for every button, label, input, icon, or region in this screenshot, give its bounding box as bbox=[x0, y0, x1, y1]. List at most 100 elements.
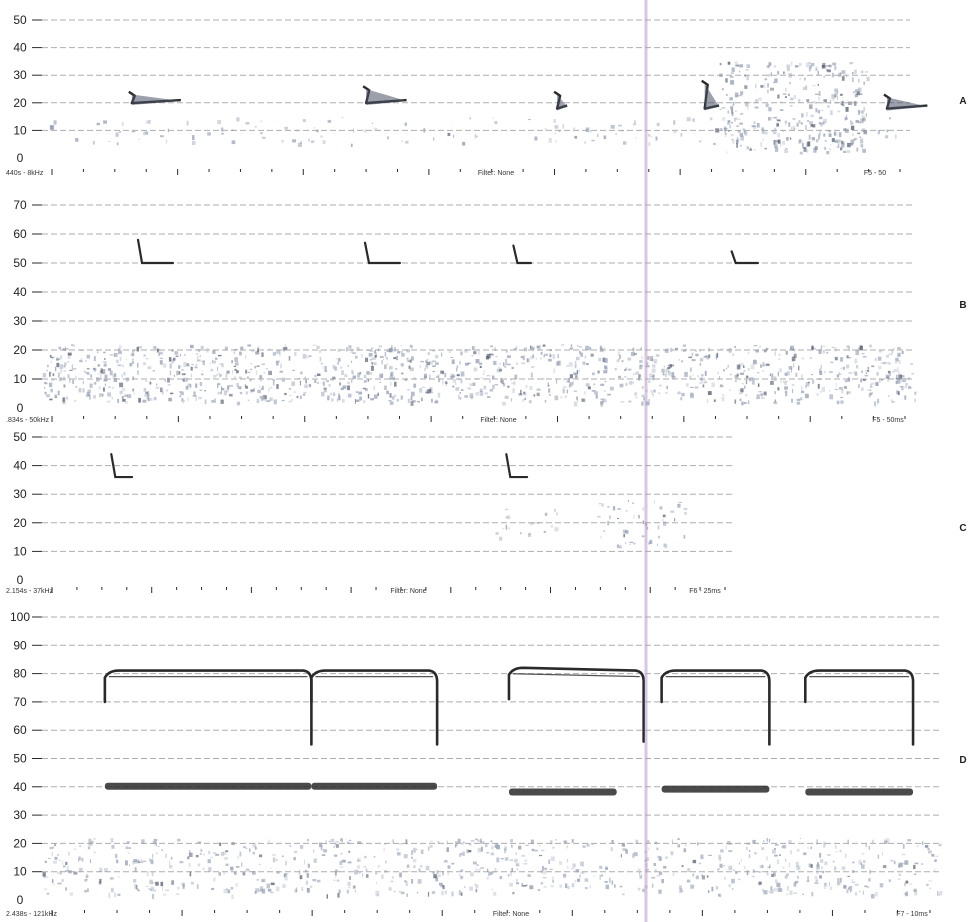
noise-speck bbox=[662, 374, 666, 376]
noise-speck bbox=[126, 841, 130, 844]
noise-speck bbox=[115, 132, 119, 137]
noise-speck bbox=[59, 355, 63, 360]
noise-speck bbox=[469, 393, 474, 398]
noise-speck bbox=[852, 133, 854, 136]
noise-speck bbox=[571, 883, 575, 888]
noise-speck bbox=[239, 391, 243, 395]
noise-speck bbox=[896, 378, 901, 384]
noise-speck bbox=[375, 352, 377, 357]
noise-speck bbox=[929, 887, 932, 890]
noise-speck bbox=[374, 350, 376, 354]
noise-speck bbox=[333, 879, 336, 881]
noise-speck bbox=[716, 352, 718, 358]
noise-speck bbox=[390, 880, 393, 882]
noise-speck bbox=[480, 841, 485, 844]
noise-speck bbox=[793, 125, 795, 130]
noise-speck bbox=[837, 90, 839, 94]
noise-speck bbox=[223, 889, 228, 894]
noise-speck bbox=[493, 360, 497, 365]
noise-speck bbox=[288, 356, 291, 361]
noise-speck bbox=[758, 882, 760, 886]
noise-speck bbox=[897, 367, 899, 372]
noise-speck bbox=[612, 506, 616, 511]
noise-speck bbox=[536, 392, 540, 397]
noise-speck bbox=[648, 142, 651, 147]
noise-speck bbox=[761, 129, 765, 134]
noise-speck bbox=[939, 890, 943, 896]
noise-speck bbox=[567, 885, 570, 889]
y-tick-label: 70 bbox=[13, 198, 27, 212]
noise-speck bbox=[460, 371, 465, 377]
noise-speck bbox=[524, 859, 528, 862]
y-tick-label: 90 bbox=[13, 638, 27, 652]
noise-speck bbox=[469, 117, 471, 120]
noise-speck bbox=[53, 860, 57, 864]
noise-speck bbox=[233, 376, 236, 379]
noise-speck bbox=[421, 386, 426, 388]
noise-speck bbox=[472, 346, 475, 351]
noise-speck bbox=[892, 401, 896, 403]
noise-speck bbox=[699, 140, 702, 143]
noise-speck bbox=[42, 872, 46, 877]
noise-speck bbox=[808, 863, 812, 868]
noise-speck bbox=[433, 874, 437, 879]
noise-speck bbox=[776, 882, 781, 887]
noise-speck bbox=[632, 853, 635, 858]
noise-speck bbox=[467, 362, 471, 364]
noise-speck bbox=[913, 888, 917, 892]
noise-speck bbox=[825, 65, 830, 67]
y-tick-label: 40 bbox=[13, 285, 27, 299]
noise-speck bbox=[759, 345, 761, 348]
noise-speck bbox=[671, 375, 676, 379]
noise-speck bbox=[812, 379, 815, 384]
noise-speck bbox=[607, 393, 611, 396]
noise-speck bbox=[787, 885, 789, 891]
noise-speck bbox=[838, 132, 842, 138]
footer-filter-label: Filter: None bbox=[493, 911, 529, 918]
noise-speck bbox=[566, 845, 568, 849]
noise-speck bbox=[790, 367, 792, 373]
noise-speck bbox=[834, 356, 838, 361]
noise-speck bbox=[858, 121, 861, 124]
noise-speck bbox=[586, 363, 589, 365]
noise-speck bbox=[623, 533, 625, 538]
noise-speck bbox=[778, 854, 781, 856]
noise-speck bbox=[282, 399, 285, 402]
noise-speck bbox=[276, 859, 278, 861]
noise-speck bbox=[573, 372, 577, 375]
noise-speck bbox=[371, 357, 376, 360]
noise-speck bbox=[400, 345, 402, 347]
noise-speck bbox=[307, 863, 310, 868]
noise-speck bbox=[125, 846, 129, 849]
y-tick-label: 10 bbox=[13, 372, 27, 386]
noise-speck bbox=[747, 105, 749, 110]
noise-speck bbox=[847, 875, 850, 877]
footer-right-label: F6 - 25ms bbox=[689, 588, 721, 595]
noise-speck bbox=[52, 879, 54, 884]
noise-speck bbox=[680, 397, 683, 401]
noise-speck bbox=[656, 847, 659, 851]
noise-speck bbox=[899, 376, 903, 380]
noise-speck bbox=[87, 888, 89, 892]
noise-speck bbox=[686, 879, 691, 883]
noise-speck bbox=[904, 860, 909, 865]
noise-speck bbox=[254, 891, 257, 894]
noise-speck bbox=[554, 508, 556, 512]
noise-speck bbox=[152, 854, 154, 859]
noise-speck bbox=[782, 140, 785, 145]
noise-speck bbox=[798, 139, 802, 143]
noise-speck bbox=[389, 376, 393, 380]
noise-speck bbox=[654, 500, 656, 505]
noise-speck bbox=[279, 370, 283, 373]
noise-speck bbox=[421, 397, 423, 402]
noise-speck bbox=[640, 347, 642, 351]
noise-speck bbox=[175, 893, 180, 895]
noise-speck bbox=[515, 852, 517, 855]
noise-speck bbox=[420, 865, 423, 868]
cf-call-inner bbox=[512, 673, 640, 678]
noise-speck bbox=[458, 890, 462, 896]
noise-speck bbox=[774, 351, 776, 356]
noise-speck bbox=[409, 359, 412, 363]
noise-speck bbox=[658, 889, 662, 894]
noise-speck bbox=[66, 396, 69, 401]
